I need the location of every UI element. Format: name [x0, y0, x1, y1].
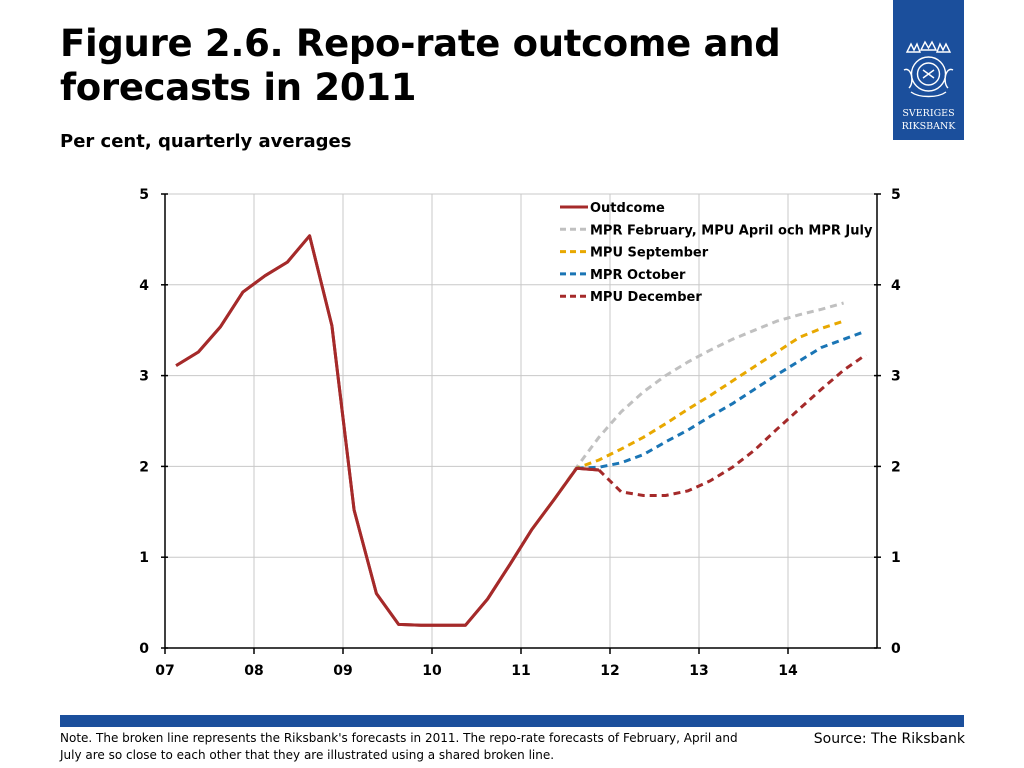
legend-label-1: MPR February, MPU April och MPR July: [590, 223, 873, 238]
series-line-3: [576, 329, 867, 470]
series-line-2: [530, 319, 845, 530]
legend-label-4: MPU December: [590, 290, 702, 305]
series-line-1: [530, 301, 845, 530]
series-line-0: [175, 234, 600, 627]
logo-text-line2: RIKSBANK: [901, 121, 956, 132]
x-tick-label-6: 13: [689, 663, 708, 679]
x-tick-label-2: 09: [333, 663, 352, 679]
series-line-4: [597, 353, 867, 497]
x-tick-label-7: 14: [778, 663, 798, 679]
page-title: Figure 2.6. Repo-rate outcome and foreca…: [60, 22, 781, 109]
y-tick-label-left-0: 0: [139, 641, 149, 657]
page-subtitle: Per cent, quarterly averages: [60, 131, 352, 152]
legend-label-3: MPR October: [590, 268, 686, 283]
y-tick-label-left-2: 2: [139, 459, 149, 475]
y-tick-label-left-3: 3: [139, 369, 149, 385]
y-tick-label-right-0: 0: [891, 641, 901, 657]
riksbank-logo: SVERIGES RIKSBANK: [893, 0, 964, 140]
y-tick-label-left-4: 4: [139, 278, 149, 294]
x-tick-label-3: 10: [422, 663, 442, 679]
y-tick-label-right-5: 5: [891, 187, 901, 203]
logo-text-line1: SVERIGES: [902, 108, 955, 119]
legend-label-2: MPU September: [590, 246, 709, 261]
series-line-0-top: [175, 234, 600, 627]
legend-label-0: Outdcome: [590, 201, 665, 216]
chart-area: 0 01 12 23 34 45 507 08 09 10 11 12 13 14OutdcomeMPR …: [139, 187, 901, 679]
x-tick-label-5: 12: [600, 663, 619, 679]
y-tick-label-right-4: 4: [891, 278, 901, 294]
y-tick-label-right-2: 2: [891, 459, 901, 475]
x-tick-label-4: 11: [511, 663, 530, 679]
y-tick-label-left-5: 5: [139, 187, 149, 203]
footnote: Note. The broken line represents the Rik…: [60, 731, 738, 762]
x-tick-label-1: 08: [244, 663, 263, 679]
y-tick-label-right-1: 1: [891, 550, 901, 566]
crown-emblem-icon: [903, 40, 954, 98]
y-tick-label-right-3: 3: [891, 369, 901, 385]
footer-bar: [60, 715, 964, 727]
source-label: Source: The Riksbank: [813, 731, 965, 747]
y-tick-label-left-1: 1: [139, 550, 149, 566]
x-tick-label-0: 07: [155, 663, 174, 679]
